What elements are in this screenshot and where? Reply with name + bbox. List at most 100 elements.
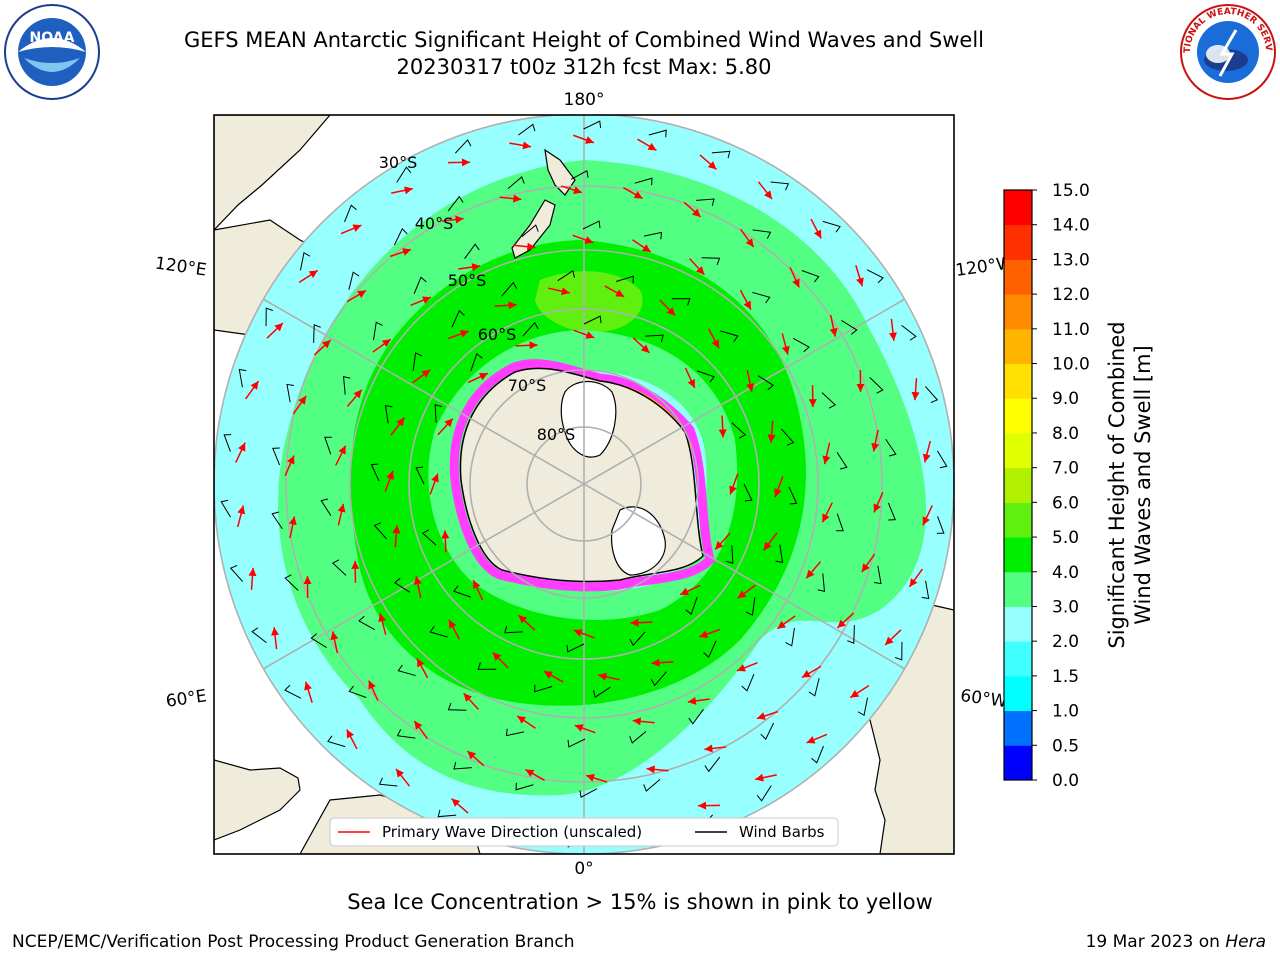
wave-arrow-head <box>861 563 870 573</box>
wave-arrow-head <box>696 266 705 275</box>
wave-vectors <box>220 120 948 848</box>
wind-barb <box>413 276 427 295</box>
wave-arrow-head <box>448 619 457 629</box>
wave-arrow-head <box>755 773 764 782</box>
wave-arrow-head <box>422 296 431 304</box>
wave-arrow-head <box>561 287 570 296</box>
wind-barb <box>238 368 247 388</box>
map-frame <box>213 114 955 855</box>
wind-barb <box>313 324 321 343</box>
colorbar-tick-label: 1.0 <box>1052 702 1079 722</box>
wave-arrow-head <box>729 485 737 495</box>
wave-arrow-head <box>792 278 800 288</box>
wave-arrow-head <box>763 541 772 551</box>
wind-barb <box>251 627 267 644</box>
wind-barb <box>629 631 646 647</box>
colorbar-tick-label: 11.0 <box>1052 320 1090 340</box>
band-5-6m <box>535 271 643 333</box>
wave-arrow-head <box>646 765 655 774</box>
colorbar-tick-label: 0.5 <box>1052 736 1079 756</box>
colorbar-tick-label: 2.0 <box>1052 632 1079 652</box>
colorbar-segment <box>1004 745 1032 781</box>
wave-arrow-head <box>745 238 754 248</box>
wave-arrow-head <box>743 300 751 310</box>
wave-arrow-head <box>308 270 318 279</box>
wind-barb <box>847 625 855 644</box>
wave-arrow-head <box>651 658 660 667</box>
wave-arrow-head <box>806 736 816 744</box>
wave-arrow-head <box>525 769 535 777</box>
lon-label-60w: 60°W <box>959 686 1008 712</box>
wave-arrow-head <box>459 330 469 338</box>
wave-arrow-head <box>911 391 920 401</box>
wind-barb <box>869 377 884 394</box>
wind-barb <box>701 257 721 265</box>
antarctica <box>449 359 715 592</box>
wave-arrow-head <box>692 208 701 217</box>
lon-label-0: 0° <box>574 859 593 879</box>
wind-barb <box>703 640 717 659</box>
wind-barb <box>272 447 281 466</box>
wave-arrow-head <box>529 341 538 350</box>
issue-date-text: 19 Mar 2023 on <box>1085 932 1226 952</box>
wind-barb <box>615 275 634 284</box>
wave-arrow-head <box>718 429 727 438</box>
wind-barb <box>557 270 576 282</box>
wind-barb <box>567 738 586 748</box>
wind-barb <box>671 298 691 306</box>
wind-barb <box>788 486 798 505</box>
wave-arrow-head <box>421 369 431 378</box>
colorbar-segment <box>1004 571 1032 607</box>
wave-arrow-head <box>274 323 283 332</box>
colorbar-segment <box>1004 467 1032 503</box>
wind-barb <box>579 788 598 799</box>
wave-arrow-head <box>666 307 676 316</box>
colorbar-segment <box>1004 294 1032 330</box>
wind-barb <box>393 577 411 593</box>
ross-ice-shelf <box>560 380 617 458</box>
wave-arrow-head <box>781 345 790 355</box>
wave-arrow-head <box>856 383 865 393</box>
wave-arrow-head <box>444 418 453 428</box>
machine-name: Hera <box>1225 932 1266 952</box>
wave-arrow-head <box>417 658 425 668</box>
colorbar-segment <box>1004 710 1032 746</box>
wave-arrow-head <box>346 729 355 739</box>
wind-barb <box>220 499 231 518</box>
wind-barb <box>757 375 775 391</box>
colorbar-segment <box>1004 432 1032 469</box>
wind-barb <box>384 405 393 424</box>
wave-arrow-head <box>922 516 930 526</box>
wave-arrow-head <box>871 442 880 452</box>
colorbar-segment <box>1004 675 1032 712</box>
wave-arrow-head <box>585 331 595 339</box>
wave-arrow-head <box>889 332 897 341</box>
wave-arrow-head <box>271 627 279 636</box>
wave-arrow-head <box>395 768 405 778</box>
colorbar-tick-label: 3.0 <box>1052 597 1079 617</box>
wind-barb <box>937 450 948 469</box>
wind-barb <box>720 330 739 342</box>
new-zealand <box>511 148 576 259</box>
issue-date: 19 Mar 2023 on Hera <box>1086 932 1266 952</box>
wind-barb <box>570 169 589 180</box>
wind-barb <box>741 673 755 692</box>
chart-subtitle: 20230317 t00z 312h fcst Max: 5.80 <box>396 55 772 79</box>
wind-barb <box>522 321 539 337</box>
wave-arrow-head <box>909 578 918 587</box>
wind-barb <box>685 596 698 615</box>
wind-barb <box>817 573 826 593</box>
wave-arrow-head <box>737 664 746 672</box>
wind-barb <box>921 580 930 600</box>
wave-arrow-head <box>711 339 720 349</box>
wind-barb <box>752 291 771 304</box>
wave-arrow-head <box>704 744 713 753</box>
wave-arrow-head <box>873 503 881 513</box>
wave-arrow-head <box>715 540 724 550</box>
wave-arrow-head <box>463 693 472 702</box>
colorbar: 0.0 0.5 1.0 1.5 2.0 3.0 4.0 5.0 6.0 7.0 8.0 9.0 10.0… <box>1003 181 1090 791</box>
wave-arrow-head <box>461 158 470 167</box>
wind-barb <box>223 434 232 452</box>
wind-barb <box>857 697 869 717</box>
